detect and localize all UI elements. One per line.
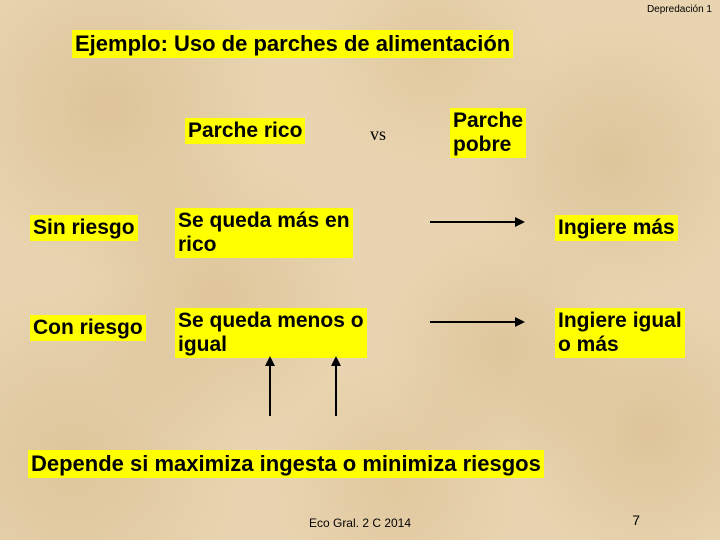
column-header-rich: Parche rico [185, 118, 305, 144]
row2-result: Ingiere igual o más [555, 308, 685, 358]
row2-desc: Se queda menos o igual [175, 308, 367, 358]
page-number: 7 [632, 512, 640, 528]
arrow-up-1 [262, 356, 278, 418]
vs-label: vs [370, 124, 386, 145]
row1-desc: Se queda más en rico [175, 208, 353, 258]
slide-title: Ejemplo: Uso de parches de alimentación [72, 30, 513, 58]
arrow-right-2 [430, 314, 530, 330]
conclusion: Depende si maximiza ingesta o minimiza r… [28, 450, 544, 478]
highlighted-title: Ejemplo: Uso de parches de alimentación [72, 30, 513, 58]
arrow-up-2 [328, 356, 344, 418]
arrow-right-1 [430, 214, 530, 230]
slide-header: Depredación 1 [647, 4, 712, 15]
footer-text: Eco Gral. 2 C 2014 [0, 516, 720, 530]
row2-label: Con riesgo [30, 315, 146, 341]
row1-label: Sin riesgo [30, 215, 138, 241]
row1-result: Ingiere más [555, 215, 678, 241]
column-header-poor: Parche pobre [450, 108, 526, 158]
